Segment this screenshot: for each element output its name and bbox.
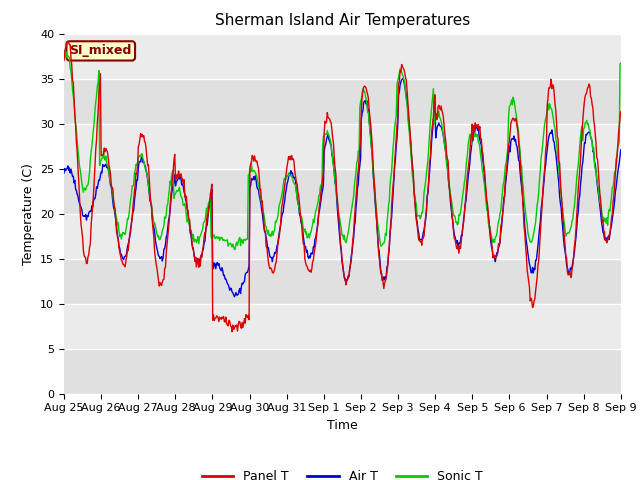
- Air T: [127, 222, 135, 228]
- Panel T: [228, 329, 236, 335]
- Sonic T: [185, 220, 193, 226]
- Bar: [64, 34, 621, 79]
- Sonic T: [60, 54, 68, 60]
- Air T: [428, 135, 436, 141]
- Panel T: [428, 127, 436, 133]
- Bar: [64, 348, 621, 394]
- Air T: [412, 204, 419, 210]
- Bar: [64, 303, 621, 348]
- Air T: [399, 75, 407, 81]
- Title: Sherman Island Air Temperatures: Sherman Island Air Temperatures: [215, 13, 470, 28]
- Sonic T: [428, 103, 436, 108]
- Air T: [617, 147, 625, 153]
- Air T: [70, 180, 78, 186]
- Air T: [60, 170, 68, 176]
- Sonic T: [61, 48, 68, 54]
- Air T: [184, 210, 192, 216]
- Bar: [64, 214, 621, 259]
- Panel T: [60, 58, 68, 63]
- Panel T: [185, 216, 193, 222]
- Bar: [64, 123, 621, 168]
- Air T: [214, 260, 221, 265]
- X-axis label: Time: Time: [327, 419, 358, 432]
- Panel T: [71, 112, 79, 118]
- Bar: [64, 79, 621, 123]
- Air T: [230, 294, 238, 300]
- Sonic T: [128, 183, 136, 189]
- Text: SI_mixed: SI_mixed: [70, 44, 132, 58]
- Y-axis label: Temperature (C): Temperature (C): [22, 163, 35, 264]
- Bar: [64, 259, 621, 303]
- Legend: Panel T, Air T, Sonic T: Panel T, Air T, Sonic T: [196, 465, 488, 480]
- Panel T: [412, 209, 419, 215]
- Sonic T: [412, 198, 419, 204]
- Panel T: [617, 109, 625, 115]
- Sonic T: [230, 247, 238, 252]
- Line: Air T: Air T: [64, 78, 621, 297]
- Panel T: [214, 315, 222, 321]
- Panel T: [63, 38, 71, 44]
- Sonic T: [214, 235, 222, 241]
- Bar: [64, 168, 621, 214]
- Line: Sonic T: Sonic T: [64, 51, 621, 250]
- Panel T: [128, 216, 136, 222]
- Sonic T: [71, 111, 79, 117]
- Line: Panel T: Panel T: [64, 41, 621, 332]
- Sonic T: [617, 60, 625, 66]
